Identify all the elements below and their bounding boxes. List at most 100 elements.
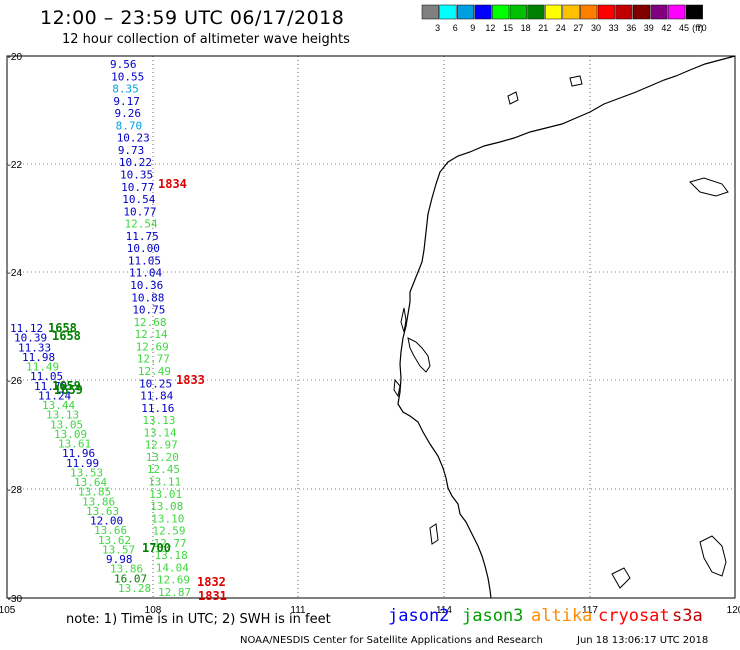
scale-swatch: [562, 4, 580, 20]
swh-value-track1: 13.18: [155, 549, 188, 562]
swh-value-track2: 16.07: [114, 572, 147, 585]
scale-label: 21: [538, 23, 548, 33]
swh-value-track2: 13.57: [102, 543, 135, 556]
swh-value-track1: 12.68: [133, 316, 166, 329]
island-coast: [400, 307, 407, 333]
lat-tick-label: -26: [8, 376, 23, 387]
lat-tick-label: -20: [8, 52, 23, 63]
scale-swatch: [527, 4, 545, 20]
swh-value-track1: 9.56: [110, 58, 137, 71]
swh-value-track2: 13.44: [42, 399, 75, 412]
lon-tick-label: 114: [436, 605, 452, 616]
swh-value-track1: 12.69: [136, 340, 169, 353]
swh-value-track2: 11.49: [26, 361, 59, 374]
scale-swatch: [632, 4, 651, 20]
scale-label: 33: [609, 23, 619, 33]
swh-value-track1: 10.75: [132, 304, 165, 317]
generated-timestamp: Jun 18 13:06:17 UTC 2018: [577, 635, 709, 646]
scale-swatch: [544, 4, 563, 20]
scale-label: 42: [661, 23, 671, 33]
credit-line: NOAA/NESDIS Center for Satellite Applica…: [240, 635, 543, 646]
swh-value-track2: 11.70: [34, 380, 67, 393]
swh-value-track1: 10.88: [131, 291, 164, 304]
scale-label: 45: [679, 23, 689, 33]
swh-value-track1: 10.54: [122, 193, 155, 206]
swh-value-track1: 10.36: [130, 279, 163, 292]
lat-tick-label: -30: [8, 594, 23, 605]
swh-value-track1: 12.14: [135, 328, 168, 341]
island-coast: [611, 567, 631, 589]
swh-value-track1: 10.77: [123, 205, 156, 218]
pass-time-label: 1834: [158, 177, 187, 191]
swh-value-track2: 13.64: [74, 476, 107, 489]
swh-value-track1: 11.16: [141, 402, 174, 415]
swh-value-track1: 11.84: [140, 390, 173, 403]
swh-value-track2: 10.39: [14, 332, 47, 345]
swh-value-track1: 13.13: [142, 414, 175, 427]
lat-tick-label: -24: [8, 268, 23, 279]
swh-value-track1: 12.87: [158, 586, 191, 599]
scale-swatch: [474, 4, 492, 20]
scale-swatch: [580, 4, 598, 20]
swh-value-track1: 12.97: [145, 439, 178, 452]
swh-value-track1: 11.04: [129, 267, 162, 280]
swh-value-track2: 11.05: [30, 370, 63, 383]
swh-value-track1: 12.59: [152, 525, 185, 538]
pass-time-label: 1833: [176, 373, 205, 387]
s3a-label: s3a: [672, 606, 703, 626]
island-coast: [429, 523, 439, 545]
map-grid: [7, 56, 735, 598]
color-scale-legend: 3 6 9 12 15 18 21 24 27 30 33 36 39 42 45 70(ft): [421, 4, 707, 33]
swh-value-track1: 12.69: [157, 574, 190, 587]
swh-value-track2: 11.96: [62, 447, 95, 460]
island-coast: [507, 91, 519, 105]
swh-value-track1: 12.54: [125, 218, 158, 231]
swh-value-track1: 10.55: [111, 70, 144, 83]
swh-value-track2: 13.61: [58, 438, 91, 451]
swh-value-track2: 13.66: [94, 524, 127, 537]
lon-tick-label: 117: [582, 605, 598, 616]
altika-label: altika: [531, 606, 593, 626]
swh-value-track1: 10.23: [117, 132, 150, 145]
lat-tick-label: -28: [8, 485, 23, 496]
pass-time-label: 1659: [52, 379, 81, 393]
scale-swatch: [492, 4, 510, 20]
swh-value-track1: 10.25: [139, 377, 172, 390]
scale-swatch: [597, 4, 615, 20]
swh-value-track1: 9.73: [118, 144, 145, 157]
scale-label: 9: [470, 23, 475, 33]
lon-tick-label: 105: [0, 605, 16, 616]
swh-value-track2: 13.63: [86, 505, 119, 518]
scale-label: 39: [644, 23, 654, 33]
swh-value-track1: 10.35: [120, 169, 153, 182]
swh-value-track1: 13.11: [148, 475, 181, 488]
swh-value-track2: 13.05: [50, 418, 83, 431]
swh-value-track1: 11.75: [126, 230, 159, 243]
scale-label: 3: [435, 23, 440, 33]
swh-value-track2: 13.85: [78, 486, 111, 499]
scale-label: 27: [573, 23, 583, 33]
scale-swatch: [668, 4, 686, 20]
swh-value-track1: 11.05: [128, 254, 161, 267]
scale-label: 70: [697, 23, 707, 33]
swh-value-track1: 10.77: [121, 181, 154, 194]
swh-value-track2: 13.28: [118, 582, 151, 595]
swh-value-track2: 11.99: [66, 457, 99, 470]
swh-value-track1: 13.20: [146, 451, 179, 464]
swh-value-track2: 13.09: [54, 428, 87, 441]
jason2-label: jason2: [388, 606, 450, 626]
swh-value-track1: 13.01: [149, 488, 182, 501]
map-subtitle: 12 hour collection of altimeter wave hei…: [62, 32, 350, 47]
swh-value-track2: 13.53: [70, 466, 103, 479]
pass-time-label: 1700: [142, 541, 171, 555]
swh-value-track2: 13.86: [110, 563, 143, 576]
cryosat-label: cryosat: [598, 606, 670, 626]
swh-value-track1: 12.45: [147, 463, 180, 476]
swh-value-track1: 9.26: [114, 107, 141, 120]
scale-swatch: [421, 4, 439, 20]
island-coast: [393, 378, 401, 398]
swh-value-track2: 11.24: [38, 389, 71, 402]
scale-label: 30: [591, 23, 601, 33]
